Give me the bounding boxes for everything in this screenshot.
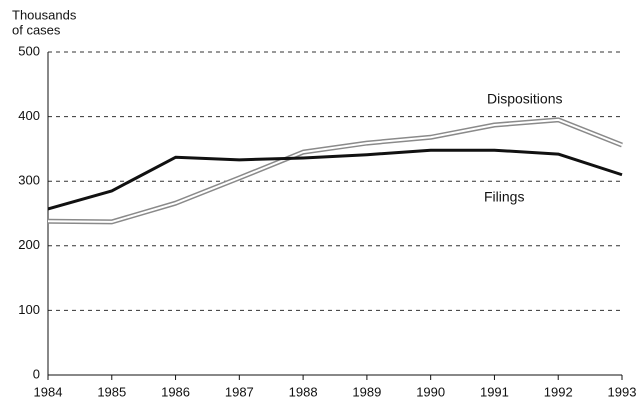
x-tick-label: 1989 [352, 384, 381, 399]
x-tick-label: 1985 [97, 384, 126, 399]
y-axis-label: of cases [12, 22, 61, 37]
series-label: Dispositions [487, 91, 562, 107]
x-tick-label: 1992 [544, 384, 573, 399]
x-tick-label: 1990 [416, 384, 445, 399]
y-tick-label: 0 [33, 366, 40, 381]
y-tick-label: 500 [18, 43, 40, 58]
series-label: Filings [484, 189, 524, 205]
y-tick-label: 400 [18, 108, 40, 123]
x-tick-label: 1987 [225, 384, 254, 399]
series-line [47, 148, 623, 211]
y-tick-label: 200 [18, 237, 40, 252]
x-tick-label: 1984 [34, 384, 63, 399]
x-tick-label: 1988 [289, 384, 318, 399]
x-tick-label: 1991 [480, 384, 509, 399]
y-axis-label: Thousands [12, 7, 77, 22]
x-tick-label: 1993 [608, 384, 637, 399]
x-tick-label: 1986 [161, 384, 190, 399]
y-tick-label: 300 [18, 173, 40, 188]
series-line [47, 117, 623, 225]
y-tick-label: 100 [18, 302, 40, 317]
series-line-inner [47, 118, 623, 223]
